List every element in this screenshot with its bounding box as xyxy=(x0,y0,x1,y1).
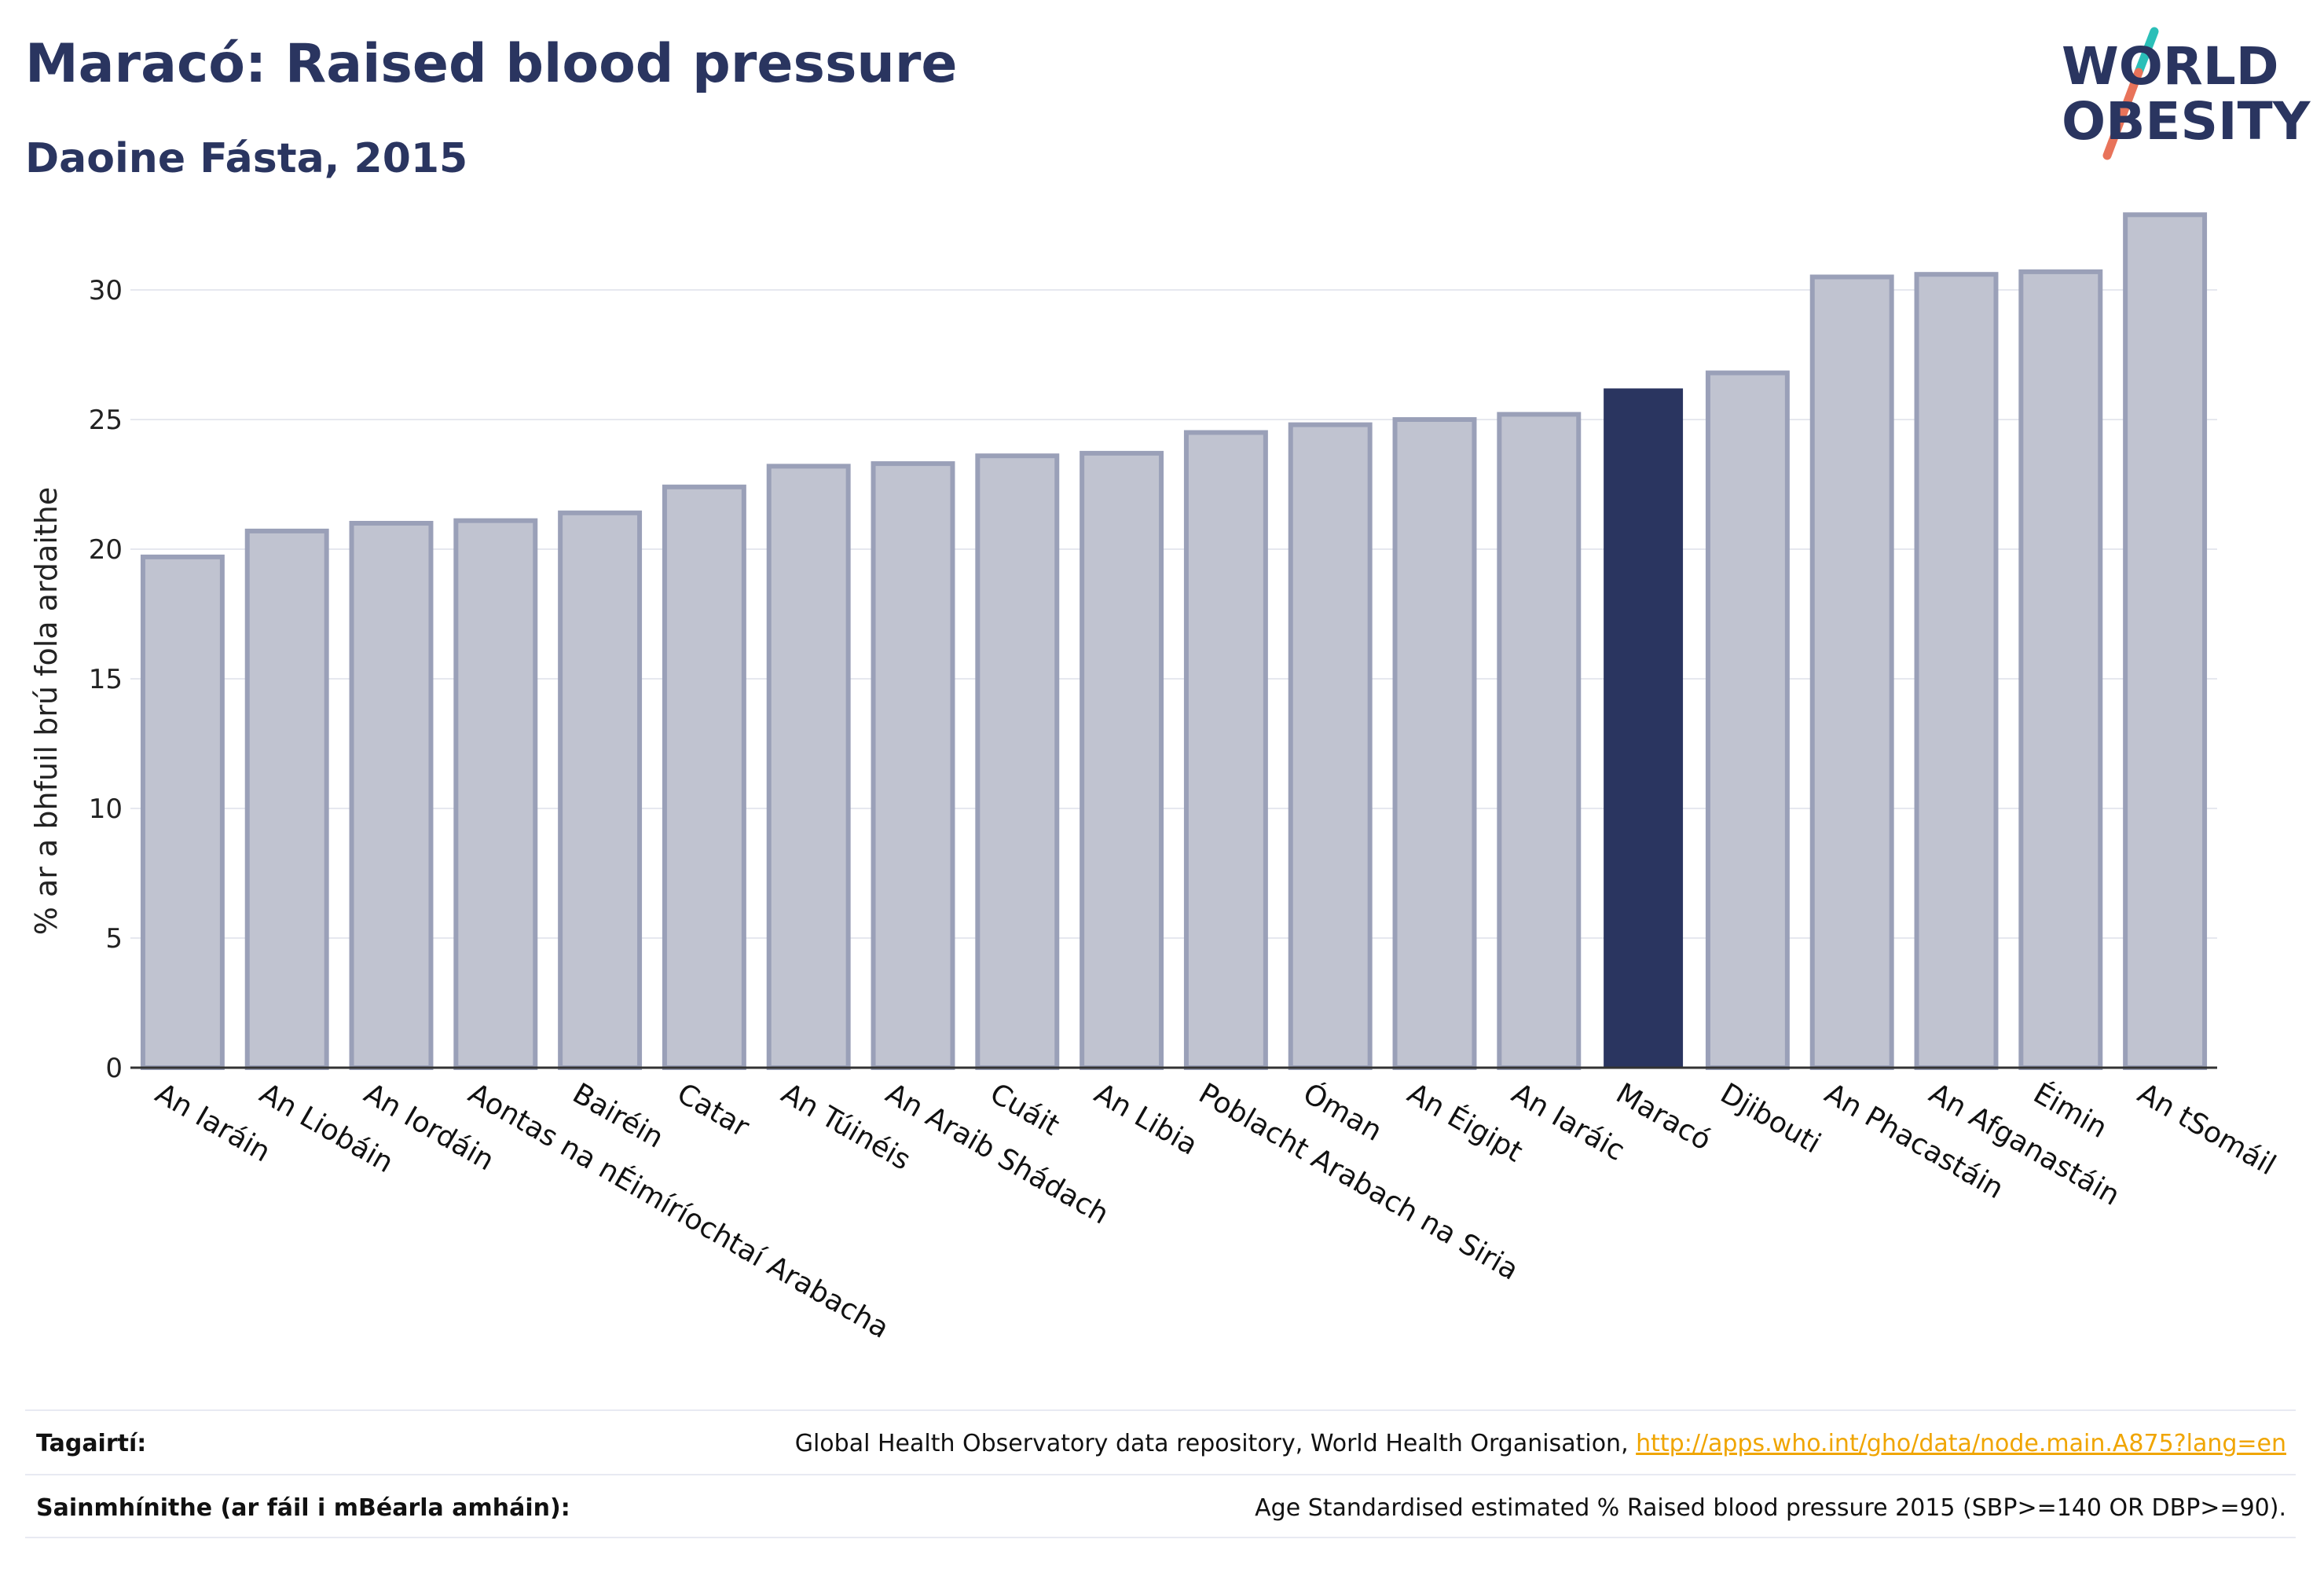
bar xyxy=(1809,274,1894,1070)
x-tick-label: An Iaráic xyxy=(1506,1077,1630,1167)
references-link[interactable]: http://apps.who.int/gho/data/node.main.A… xyxy=(1636,1430,2286,1457)
bar xyxy=(871,461,955,1070)
x-tick-label: An Phacastáin xyxy=(1820,1077,2009,1205)
bar xyxy=(662,484,746,1070)
bar xyxy=(244,528,329,1070)
chart-title: Maracó: Raised blood pressure xyxy=(25,33,958,95)
definitions-label: Sainmhínithe (ar fáil i mBéarla amháin): xyxy=(36,1494,570,1522)
bar xyxy=(1497,412,1582,1070)
x-tick-label: An Iaráin xyxy=(150,1077,276,1168)
y-tick-label: 0 xyxy=(105,1053,123,1084)
bar xyxy=(558,510,643,1070)
bar xyxy=(1914,272,1999,1070)
x-tick-label: Cuáit xyxy=(984,1077,1065,1142)
y-tick-label: 5 xyxy=(105,923,123,955)
references-text: Global Health Observatory data repositor… xyxy=(795,1430,2286,1457)
x-tick-label: Éimin xyxy=(2028,1076,2113,1145)
bar xyxy=(349,521,434,1070)
definitions-text: Age Standardised estimated % Raised bloo… xyxy=(1255,1494,2286,1522)
y-tick-label: 30 xyxy=(89,275,123,306)
definitions-row: Sainmhínithe (ar fáil i mBéarla amháin):… xyxy=(25,1474,2296,1538)
logo-slash-icon xyxy=(2102,27,2159,160)
bar xyxy=(453,518,538,1070)
bar xyxy=(975,453,1060,1070)
y-axis-label: % ar a bhfuil brú fola ardaithe xyxy=(29,487,64,935)
y-tick-label: 10 xyxy=(89,793,123,825)
world-obesity-logo: WORLD OBESITY xyxy=(2051,24,2310,165)
bar xyxy=(1705,370,1790,1071)
bar xyxy=(140,554,225,1070)
x-tick-label: Catar xyxy=(672,1077,755,1144)
bar xyxy=(1080,450,1164,1070)
logo-word-obesity: OBESITY xyxy=(2062,91,2311,152)
x-tick-label: Djibouti xyxy=(1715,1077,1826,1160)
bar xyxy=(1183,430,1268,1070)
bar xyxy=(1392,417,1477,1070)
y-tick-label: 25 xyxy=(89,405,123,436)
gridlines xyxy=(130,289,2217,939)
x-tick-label: An Libia xyxy=(1089,1077,1203,1161)
references-row: Tagairtí: Global Health Observatory data… xyxy=(25,1409,2296,1474)
y-tick-labels: 0 5 10 15 20 25 30 xyxy=(89,275,123,1084)
x-tick-label: An Afganastáin xyxy=(1923,1077,2124,1212)
references-source: Global Health Observatory data repositor… xyxy=(794,1430,1637,1457)
bar xyxy=(2018,269,2103,1070)
bar xyxy=(766,464,851,1070)
x-tick-label: An Éigipt xyxy=(1402,1076,1528,1168)
y-tick-label: 20 xyxy=(89,534,123,566)
bar xyxy=(2123,212,2208,1070)
y-tick-label: 15 xyxy=(89,664,123,695)
chart-subtitle: Daoine Fásta, 2015 xyxy=(25,135,468,182)
bar xyxy=(1604,388,1684,1068)
x-tick-label: An tSomáil xyxy=(2132,1077,2281,1182)
bar xyxy=(1288,422,1373,1070)
references-label: Tagairtí: xyxy=(36,1430,147,1457)
bars xyxy=(140,212,2208,1071)
logo-word-world: WORLD xyxy=(2062,36,2279,97)
